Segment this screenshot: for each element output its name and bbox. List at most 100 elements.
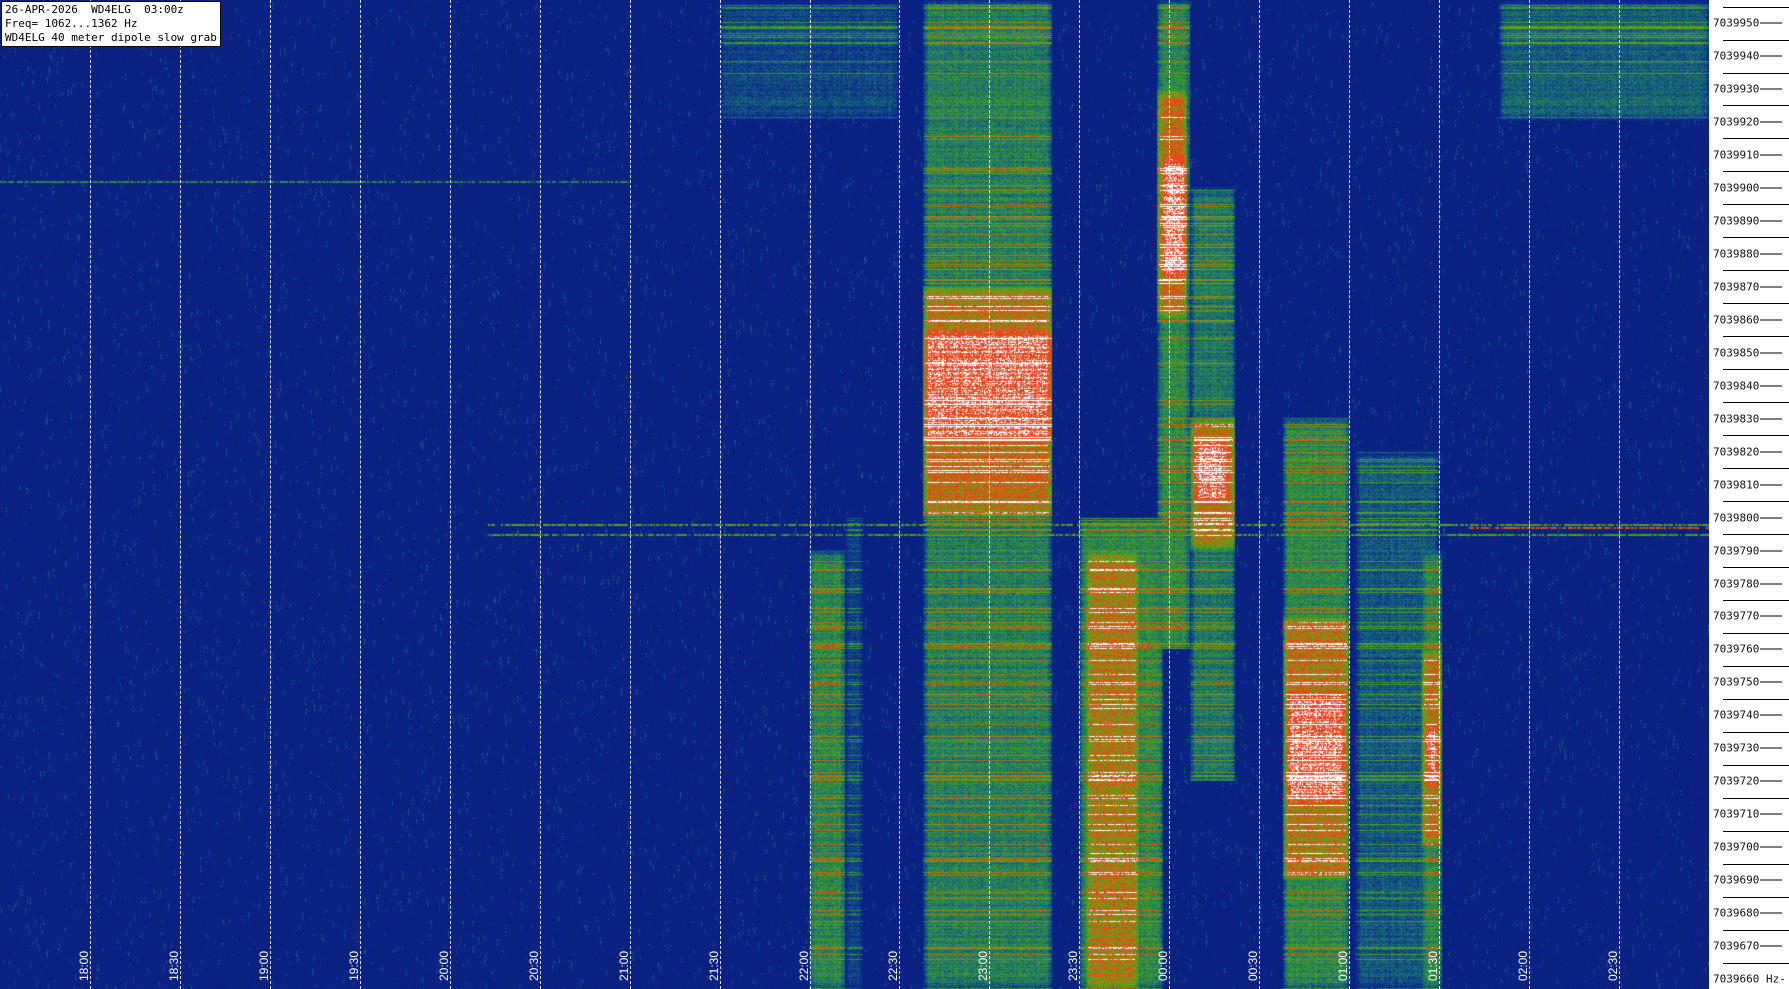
x-tick-label: 21:00 xyxy=(617,950,631,981)
y-minor-tick xyxy=(1723,73,1789,74)
gridline xyxy=(1529,0,1530,989)
x-tick-label: 18:30 xyxy=(167,950,181,981)
gridline xyxy=(899,0,900,989)
y-tick-label: 7039700 xyxy=(1713,841,1783,854)
x-tick-label: 02:30 xyxy=(1606,950,1620,981)
y-tick-label: 7039720 xyxy=(1713,775,1783,788)
y-tick-label: 7039900 xyxy=(1713,181,1783,194)
x-tick-label: 19:00 xyxy=(257,950,271,981)
y-minor-tick xyxy=(1723,567,1789,568)
y-tick-label: 7039860 xyxy=(1713,313,1783,326)
gridline xyxy=(1259,0,1260,989)
y-minor-tick xyxy=(1723,204,1789,205)
y-minor-tick xyxy=(1723,369,1789,370)
y-tick-label: 7039820 xyxy=(1713,445,1783,458)
gridline xyxy=(1169,0,1170,989)
x-tick-label: 18:00 xyxy=(77,950,91,981)
gridline xyxy=(1349,0,1350,989)
gridline xyxy=(450,0,451,989)
x-tick-label: 00:30 xyxy=(1246,950,1260,981)
y-tick-label: 7039660 Hz- xyxy=(1713,972,1786,986)
info-box: 26-APR-2026 WD4ELG 03:00z Freq= 1062...1… xyxy=(1,1,221,47)
y-minor-tick xyxy=(1723,237,1789,238)
gridline xyxy=(810,0,811,989)
y-minor-tick xyxy=(1723,402,1789,403)
y-minor-tick xyxy=(1723,468,1789,469)
y-minor-tick xyxy=(1723,303,1789,304)
y-minor-tick xyxy=(1723,171,1789,172)
gridline xyxy=(1079,0,1080,989)
spectrogram-canvas xyxy=(0,0,1709,989)
y-tick-label: 7039870 xyxy=(1713,280,1783,293)
y-tick-label: 7039770 xyxy=(1713,610,1783,623)
x-tick-label: 20:30 xyxy=(527,950,541,981)
y-minor-tick xyxy=(1723,699,1789,700)
y-tick-label: 7039710 xyxy=(1713,808,1783,821)
y-tick-label: 7039890 xyxy=(1713,214,1783,227)
y-minor-tick xyxy=(1723,270,1789,271)
x-tick-label: 22:00 xyxy=(797,950,811,981)
y-minor-tick xyxy=(1723,40,1789,41)
y-minor-tick xyxy=(1723,732,1789,733)
y-minor-tick xyxy=(1723,831,1789,832)
y-minor-tick xyxy=(1723,336,1789,337)
station-description: WD4ELG 40 meter dipole slow grab xyxy=(5,31,217,44)
y-tick-label: 7039750 xyxy=(1713,676,1783,689)
x-tick-label: 22:30 xyxy=(886,950,900,981)
gridline xyxy=(540,0,541,989)
y-tick-label: 7039740 xyxy=(1713,709,1783,722)
y-tick-label: 7039810 xyxy=(1713,478,1783,491)
y-tick-label: 7039830 xyxy=(1713,412,1783,425)
y-tick-label: 7039940 xyxy=(1713,50,1783,63)
waterfall-plot: 18:00 18:30 19:00 19:30 20:00 20:30 21:00 21:30… xyxy=(0,0,1709,989)
y-minor-tick xyxy=(1723,798,1789,799)
frequency-range: Freq= 1062...1362 Hz xyxy=(5,17,138,30)
y-tick-label: 7039910 xyxy=(1713,148,1783,161)
y-tick-label: 7039920 xyxy=(1713,115,1783,128)
y-tick-label: 7039930 xyxy=(1713,83,1783,96)
y-tick-label: 7039800 xyxy=(1713,511,1783,524)
x-tick-label: 02:00 xyxy=(1516,950,1530,981)
y-minor-tick xyxy=(1723,666,1789,667)
y-minor-tick xyxy=(1723,105,1789,106)
y-tick-label: 7039840 xyxy=(1713,379,1783,392)
y-minor-tick xyxy=(1723,930,1789,931)
frequency-axis: 7039950 7039940 7039930 7039920 7039910 70399… xyxy=(1709,0,1789,989)
y-minor-tick xyxy=(1723,501,1789,502)
y-minor-tick xyxy=(1723,600,1789,601)
y-minor-tick xyxy=(1723,897,1789,898)
y-minor-tick xyxy=(1723,534,1789,535)
gridline xyxy=(630,0,631,989)
gridline xyxy=(720,0,721,989)
y-minor-tick xyxy=(1723,963,1789,964)
y-minor-tick xyxy=(1723,435,1789,436)
y-minor-tick xyxy=(1723,864,1789,865)
gridline xyxy=(1619,0,1620,989)
gridline xyxy=(1439,0,1440,989)
y-tick-label: 7039950 xyxy=(1713,17,1783,30)
y-minor-tick xyxy=(1723,138,1789,139)
x-tick-label: 01:00 xyxy=(1336,950,1350,981)
y-tick-label: 7039680 xyxy=(1713,907,1783,920)
y-tick-label: 7039780 xyxy=(1713,577,1783,590)
y-minor-tick xyxy=(1723,633,1789,634)
y-tick-label: 7039690 xyxy=(1713,874,1783,887)
y-tick-label: 7039760 xyxy=(1713,643,1783,656)
y-tick-label: 7039880 xyxy=(1713,247,1783,260)
y-tick-label: 7039790 xyxy=(1713,544,1783,557)
x-tick-label: 23:30 xyxy=(1066,950,1080,981)
y-minor-tick xyxy=(1723,7,1789,8)
gridline xyxy=(989,0,990,989)
gridline xyxy=(270,0,271,989)
y-minor-tick xyxy=(1723,765,1789,766)
x-tick-label: 01:30 xyxy=(1426,950,1440,981)
x-tick-label: 19:30 xyxy=(347,950,361,981)
x-tick-label: 23:00 xyxy=(976,950,990,981)
y-tick-label: 7039730 xyxy=(1713,742,1783,755)
x-tick-label: 00:00 xyxy=(1156,950,1170,981)
gridline xyxy=(360,0,361,989)
y-tick-label: 7039850 xyxy=(1713,346,1783,359)
y-tick-label: 7039670 xyxy=(1713,940,1783,953)
gridline xyxy=(180,0,181,989)
date-callsign-time: 26-APR-2026 WD4ELG 03:00z xyxy=(5,3,184,16)
